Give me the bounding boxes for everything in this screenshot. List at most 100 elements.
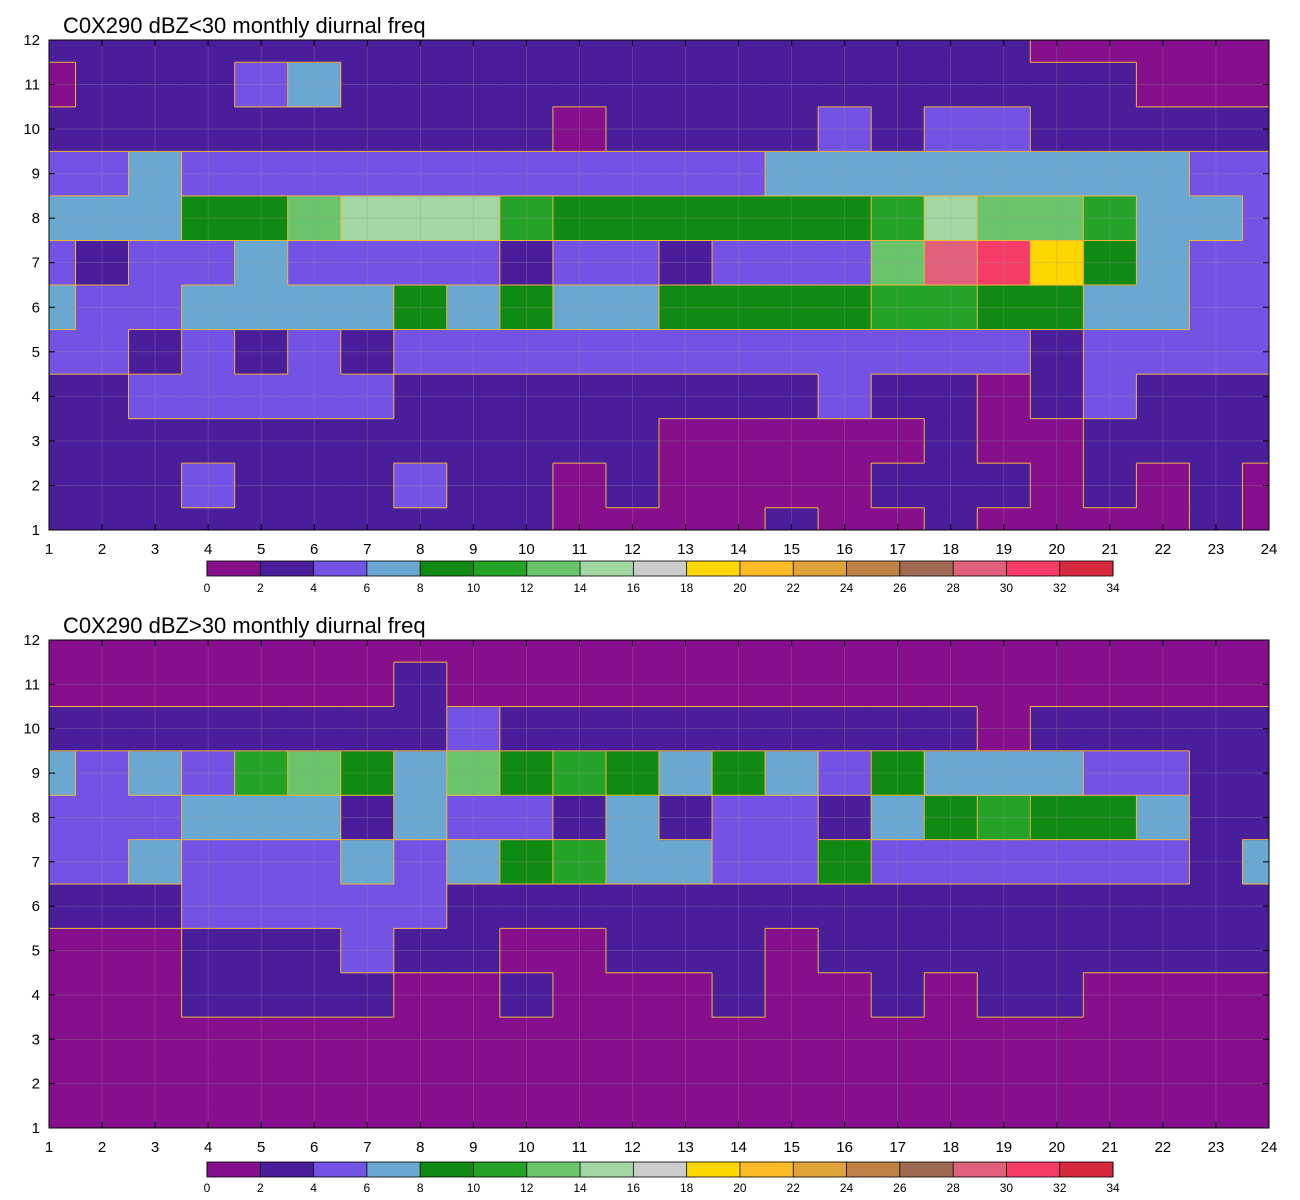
y-tick-label: 3 [32, 433, 40, 450]
heatmap-cell [818, 839, 872, 885]
heatmap-cell [659, 285, 713, 331]
x-tick-label: 23 [1208, 1139, 1225, 1156]
y-tick-label: 6 [32, 898, 40, 915]
plot-frame [48, 39, 1270, 531]
heatmap-cell [181, 106, 236, 152]
x-tick-label: 6 [310, 541, 318, 558]
heatmap-cell [75, 640, 130, 663]
heatmap-cell [1083, 507, 1137, 530]
heatmap-cell [393, 1105, 448, 1128]
heatmap-cell [234, 1105, 289, 1128]
heatmap-cell [1189, 106, 1244, 152]
heatmap-cell [765, 1017, 819, 1063]
heatmap-cell [712, 750, 766, 796]
heatmap-cell [128, 795, 183, 841]
colorbar-swatch [366, 561, 421, 576]
heatmap-cell [287, 884, 342, 929]
heatmap-cell [924, 151, 978, 197]
heatmap-cell [75, 40, 130, 63]
heatmap-cell [552, 329, 607, 375]
heatmap-cell [712, 285, 766, 331]
colorbar-swatch [686, 1162, 741, 1177]
heatmap-cell [605, 884, 660, 929]
heatmap-cell [234, 507, 289, 530]
heatmap-cell [75, 374, 130, 420]
colorbar-swatch [260, 1162, 314, 1177]
heatmap-cell [871, 62, 925, 108]
heatmap-cell [393, 1017, 448, 1063]
heatmap-cell [340, 884, 395, 929]
heatmap-cell [287, 1017, 342, 1063]
heatmap-cell [340, 195, 395, 242]
heatmap-cell [924, 240, 978, 286]
x-tick-label: 16 [836, 541, 853, 558]
heatmap-cell [977, 106, 1031, 152]
heatmap-cell [446, 1017, 501, 1063]
heatmap-cell [871, 662, 925, 708]
axes: 1 2 3 4 5 6 7 8 9 10 11 12 13 14 15 16 17 18 19 20 21 22 23 241… [23, 32, 1277, 558]
x-tick-label: 3 [151, 541, 159, 558]
heatmap-cell [818, 706, 872, 752]
heatmap-cell [234, 463, 289, 509]
colorbar-tick-label: 20 [733, 581, 747, 595]
colorbar-swatch [793, 1162, 847, 1177]
heatmap-cell [712, 151, 766, 197]
heatmap-cell [1030, 195, 1084, 242]
heatmap-cell [712, 795, 766, 841]
heatmap-cell [393, 240, 448, 286]
heatmap-cell [659, 240, 713, 286]
x-tick-label: 20 [1048, 541, 1065, 558]
heatmap-cell [446, 972, 501, 1018]
heatmap-cell [659, 795, 713, 841]
heatmap-cell [393, 151, 448, 197]
heatmap-cell [712, 928, 766, 974]
heatmap-cell [1136, 1017, 1191, 1063]
heatmap-cell [552, 374, 607, 420]
heatmap-cell [1030, 928, 1084, 974]
heatmap-cell [128, 374, 183, 420]
chart-title: C0X290 dBZ<30 monthly diurnal freq [63, 13, 426, 38]
heatmap-cell [128, 40, 183, 63]
heatmap-cell [552, 972, 607, 1018]
heatmap-cell [234, 285, 289, 331]
heatmap-cell [712, 640, 766, 663]
heatmap-cell [659, 706, 713, 752]
heatmap-cell [977, 285, 1031, 331]
heatmap-cell [712, 706, 766, 752]
colorbar-tick-label: 0 [204, 1181, 211, 1195]
heatmap-cell [924, 195, 978, 242]
heatmap-cell [659, 463, 713, 509]
colorbar-swatch [526, 1162, 581, 1177]
heatmap-cell [1189, 1061, 1244, 1107]
heatmap-cell [1030, 463, 1084, 509]
heatmap-cell [818, 750, 872, 796]
x-tick-label: 2 [98, 1139, 106, 1156]
heatmap-cell [393, 662, 448, 708]
heatmap-cell [659, 972, 713, 1018]
heatmap-cell [234, 972, 289, 1018]
heatmap-cell [393, 285, 448, 331]
x-tick-label: 5 [257, 1139, 265, 1156]
heatmap-cell [181, 928, 236, 974]
heatmap-cell [659, 1105, 713, 1128]
heatmap-cell [712, 240, 766, 286]
colorbar-swatch [739, 561, 794, 576]
heatmap-cell [75, 62, 130, 108]
heatmap-cell [181, 463, 236, 509]
heatmap-cell [181, 1017, 236, 1063]
heatmap-cell [75, 240, 130, 286]
heatmap-cell [552, 106, 607, 152]
heatmap-cell [1030, 884, 1084, 929]
colorbar-tick-label: 20 [733, 1181, 747, 1195]
heatmap-cell [393, 463, 448, 509]
heatmap-cell [1083, 884, 1137, 929]
heatmap-cell [1030, 640, 1084, 663]
heatmap-cell [1083, 418, 1137, 464]
heatmap-cell [75, 329, 130, 375]
x-tick-label: 2 [98, 541, 106, 558]
heatmap-cell [1189, 507, 1244, 530]
heatmap-cell [765, 1061, 819, 1107]
heatmap-cell [287, 1061, 342, 1107]
heatmap-cell [712, 374, 766, 420]
heatmap-cell [499, 374, 554, 420]
